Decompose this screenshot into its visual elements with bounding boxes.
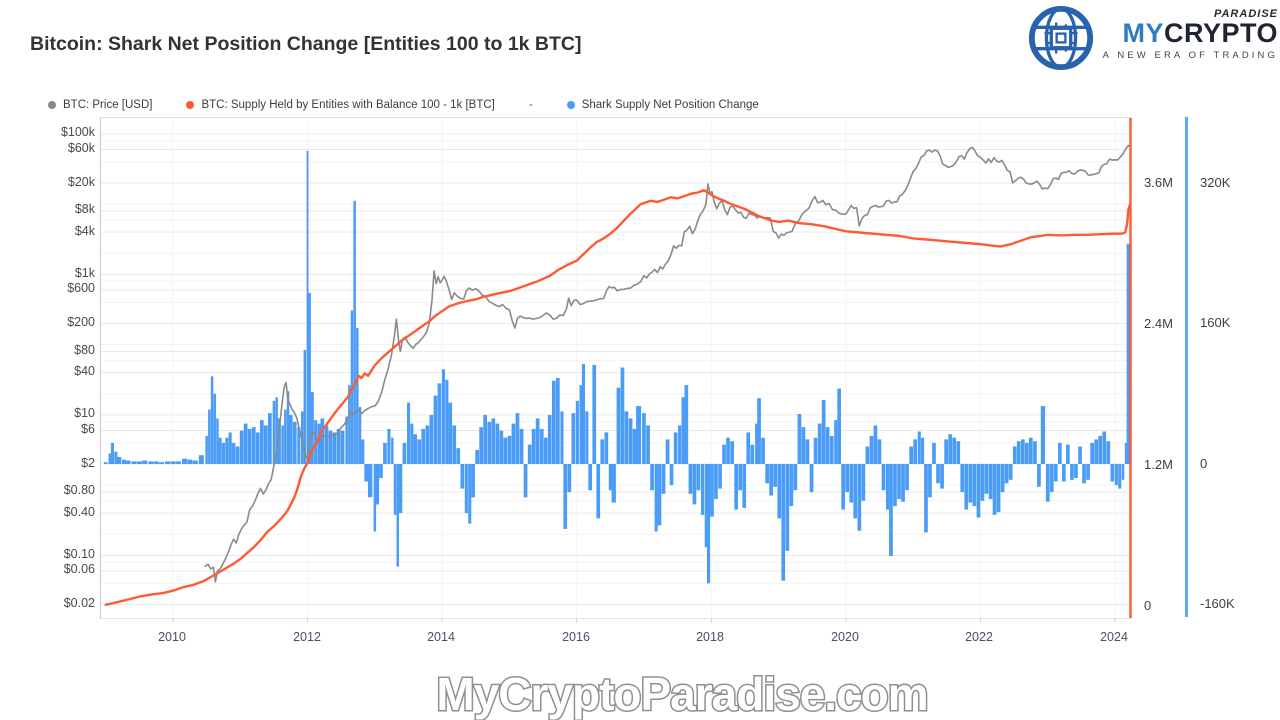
- net-change-axis-line: [1185, 117, 1188, 617]
- logo-text: PARADISE MYCRYPTO A NEW ERA OF TRADING: [1103, 4, 1280, 61]
- year-tick-label: 2018: [696, 630, 724, 644]
- year-tick-label: 2020: [831, 630, 859, 644]
- year-tick-label: 2022: [965, 630, 993, 644]
- price-tick-label: $0.80: [63, 483, 95, 497]
- supply-tick-label: 2.4M: [1144, 316, 1173, 331]
- net-change-tick-label: 160K: [1200, 315, 1231, 330]
- price-tick-label: $0.10: [63, 547, 95, 561]
- price-tick-label: $1k: [74, 266, 95, 280]
- year-tick-label: 2024: [1100, 630, 1128, 644]
- price-tick-label: $4k: [74, 224, 95, 238]
- supply-tick-label: 0: [1144, 598, 1152, 613]
- legend-label-price: BTC: Price [USD]: [63, 99, 153, 111]
- page-title: Bitcoin: Shark Net Position Change [Enti…: [30, 33, 582, 55]
- price-tick-label: $60k: [67, 141, 95, 155]
- legend-label-supply: BTC: Supply Held by Entities with Balanc…: [201, 99, 495, 111]
- price-tick-label: $2: [81, 456, 95, 470]
- price-tick-label: $40: [74, 364, 95, 378]
- globe-circuit-icon: [1028, 5, 1093, 71]
- logo-my: MY: [1122, 18, 1164, 48]
- legend-item-price[interactable]: BTC: Price [USD]: [48, 99, 152, 111]
- chart-plot-area[interactable]: [100, 117, 1132, 623]
- price-tick-label: $20k: [67, 175, 95, 189]
- price-tick-label: $6: [81, 422, 95, 436]
- net-change-tick-label: -160K: [1200, 596, 1235, 611]
- net-change-tick-label: 320K: [1200, 175, 1231, 190]
- year-tick-label: 2010: [158, 630, 186, 644]
- brand-logo: PARADISE MYCRYPTO A NEW ERA OF TRADING: [1027, 4, 1280, 72]
- legend-item-supply[interactable]: BTC: Supply Held by Entities with Balanc…: [186, 99, 495, 111]
- supply-series-dot-icon: [186, 101, 195, 109]
- logo-paradise-label: PARADISE: [1213, 8, 1278, 20]
- chart-legend: BTC: Price [USD] BTC: Supply Held by Ent…: [48, 99, 759, 111]
- legend-separator: -: [528, 99, 533, 111]
- watermark: MyCryptoParadise.com: [435, 667, 930, 720]
- price-tick-label: $100k: [60, 125, 95, 139]
- net-change-tick-label: 0: [1200, 456, 1208, 471]
- supply-tick-label: 1.2M: [1144, 457, 1173, 472]
- year-tick-label: 2016: [562, 630, 590, 644]
- price-tick-label: $600: [67, 281, 95, 295]
- legend-label-net-change: Shark Supply Net Position Change: [581, 99, 759, 111]
- price-tick-label: $0.06: [63, 562, 95, 576]
- chart-canvas[interactable]: [101, 118, 1132, 624]
- watermark-text: MyCryptoParadise.com: [436, 668, 927, 720]
- price-tick-label: $0.02: [63, 596, 95, 610]
- supply-tick-label: 3.6M: [1144, 175, 1173, 190]
- logo-crypto: CRYPTO: [1163, 18, 1278, 48]
- year-tick-label: 2012: [293, 630, 321, 644]
- price-tick-label: $0.40: [63, 505, 95, 519]
- net-change-series-dot-icon: [566, 101, 575, 109]
- price-tick-label: $200: [67, 315, 95, 329]
- logo-tagline: A NEW ERA OF TRADING: [1102, 50, 1278, 61]
- price-series-dot-icon: [48, 101, 56, 109]
- price-tick-label: $10: [74, 406, 95, 420]
- year-tick-label: 2014: [427, 630, 455, 644]
- logo-brand-label: MYCRYPTO: [1122, 20, 1278, 47]
- price-tick-label: $80: [74, 343, 95, 357]
- price-tick-label: $8k: [74, 202, 95, 216]
- legend-item-net-change[interactable]: Shark Supply Net Position Change: [566, 99, 759, 111]
